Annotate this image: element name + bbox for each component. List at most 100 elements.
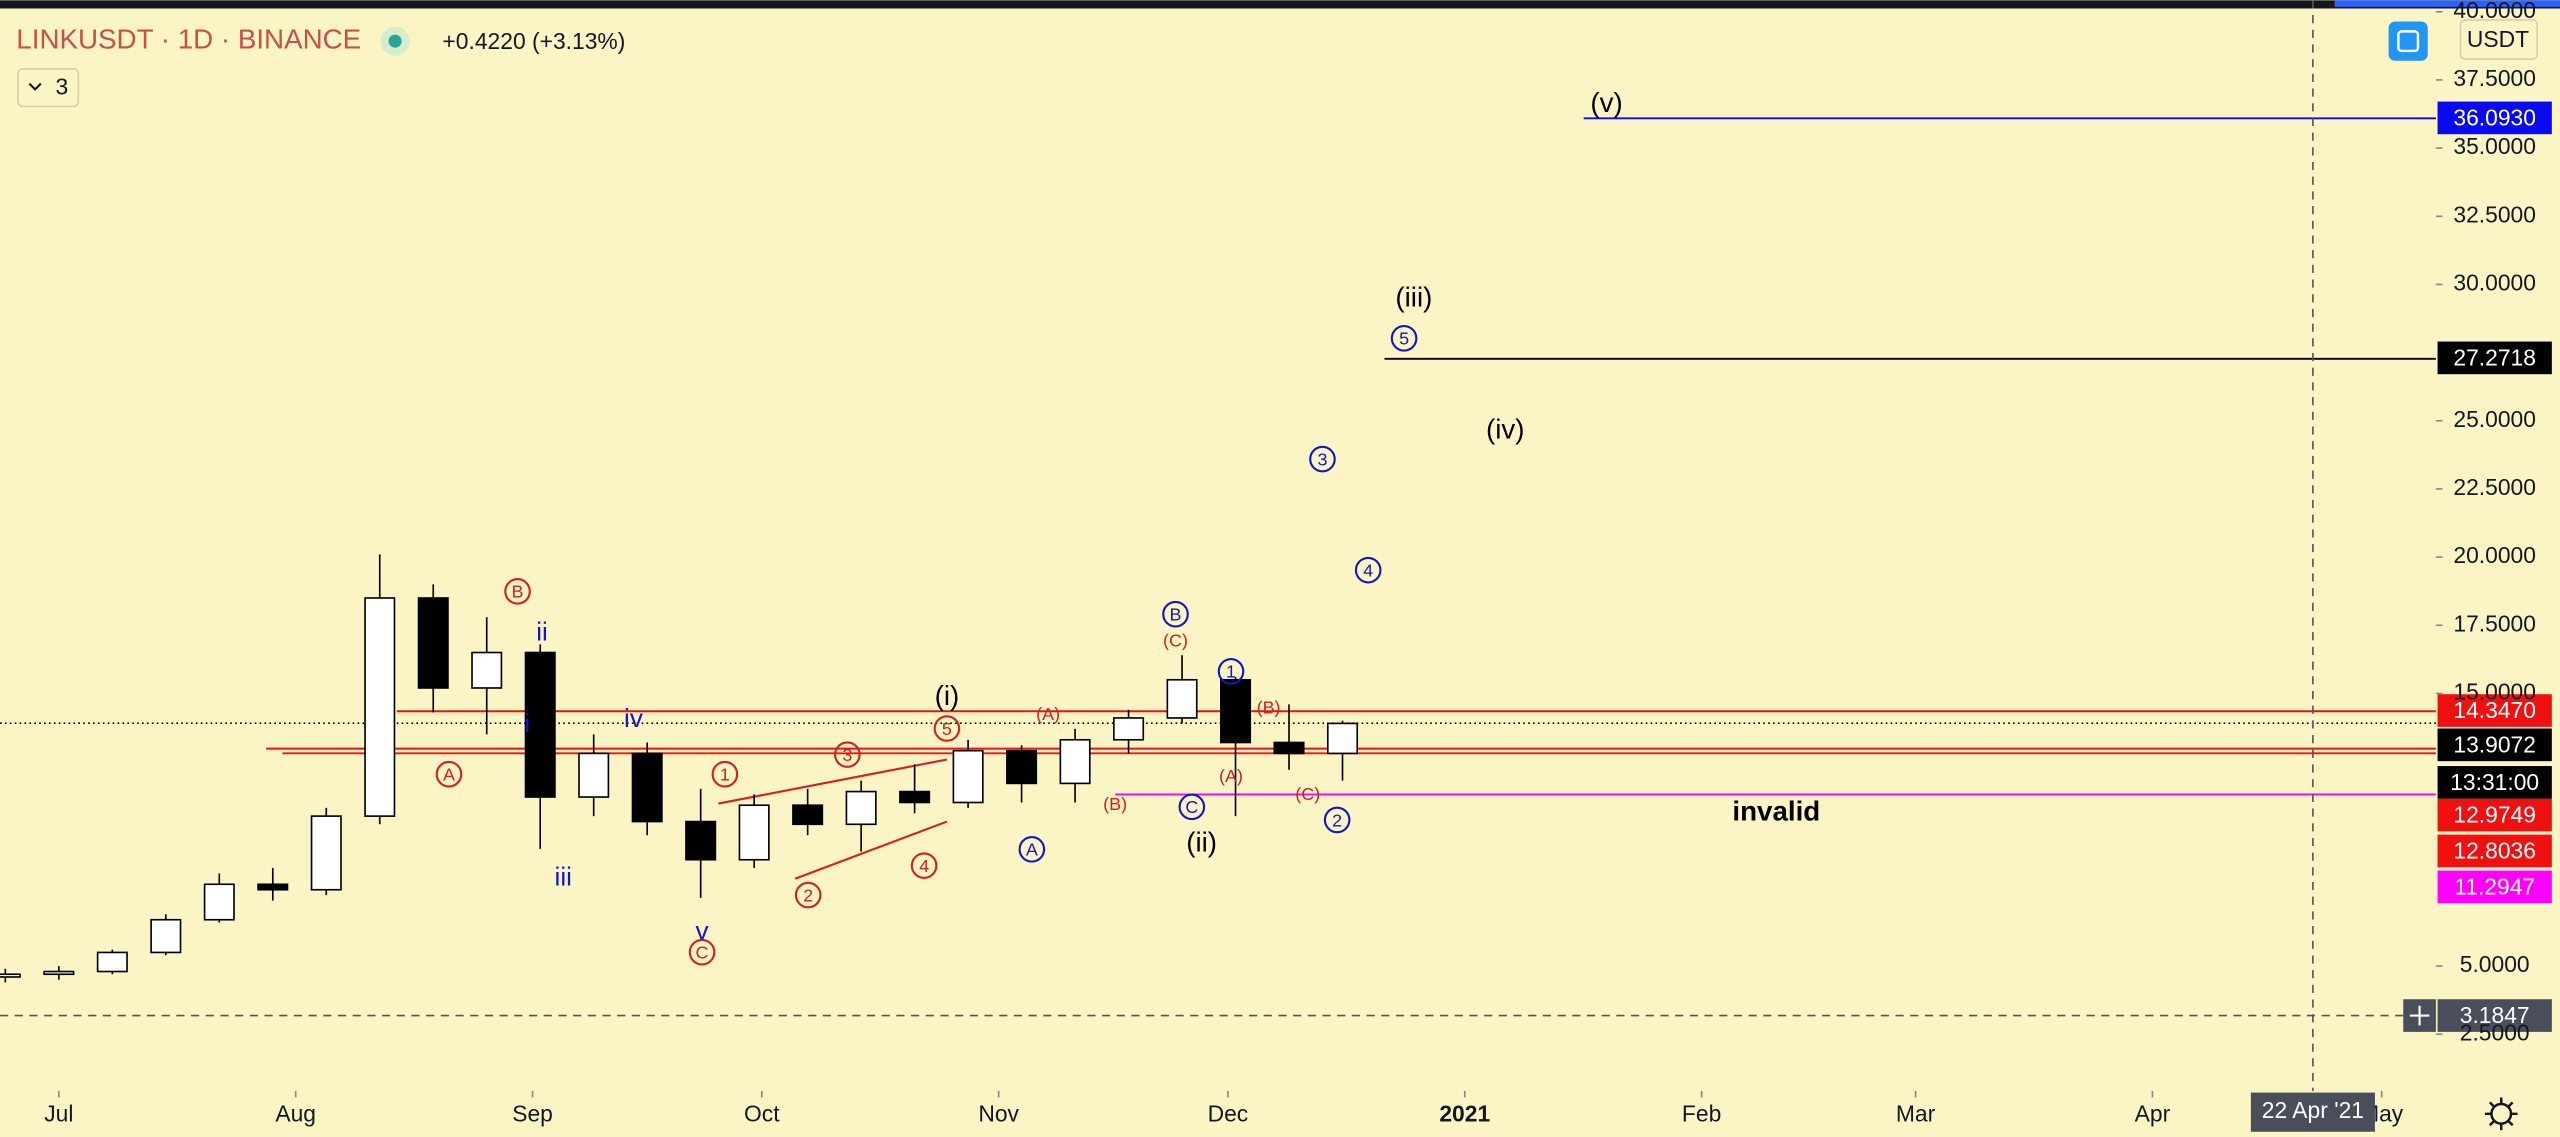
y-tick-label: 25.0000: [2453, 406, 2536, 432]
wave-label: (C): [1163, 631, 1188, 651]
price-label: 12.9749: [2453, 802, 2536, 828]
status-dot: [388, 34, 402, 48]
candle-body: [578, 752, 610, 798]
price-label-box: [2437, 870, 2552, 904]
wave-circle: [435, 760, 463, 788]
y-tick-label: 37.5000: [2453, 65, 2536, 91]
countdown-box: [2437, 766, 2552, 799]
wave-label-circled: 4: [919, 856, 929, 876]
wave-label: ii: [536, 617, 548, 647]
x-tick-label: Aug: [275, 1100, 316, 1126]
wave-circle: [1217, 658, 1245, 685]
fullscreen-button[interactable]: [2388, 21, 2428, 61]
crosshair-x-label: 22 Apr '21: [2262, 1097, 2364, 1123]
y-tick-label: 2.5000: [2460, 1019, 2530, 1045]
candle-body: [417, 597, 449, 689]
wave-label-circled: 2: [803, 885, 813, 905]
price-label: 11.2947: [2454, 874, 2535, 900]
wave-circle: [504, 578, 531, 605]
x-tick-label: Sep: [512, 1100, 553, 1126]
candle-body: [1113, 717, 1145, 741]
symbol-title: LINKUSDT · 1D · BINANCE: [16, 23, 361, 54]
wave-label: (B): [1257, 698, 1281, 718]
y-tick-label: 30.0000: [2453, 269, 2536, 295]
wave-circle: [1162, 600, 1189, 628]
price-label-box: [2437, 101, 2552, 135]
wave-label: (i): [935, 680, 960, 711]
wave-label-circled: 5: [942, 719, 952, 739]
wave-label-circled: 1: [1226, 662, 1236, 682]
trendline: [718, 758, 948, 805]
fullscreen-icon: [2397, 30, 2420, 53]
x-tick-label: Nov: [978, 1100, 1019, 1126]
wave-circle: [1018, 836, 1046, 863]
x-tick-label: Mar: [1896, 1100, 1936, 1126]
candle-body: [257, 883, 289, 891]
crosshair-x-box: [2250, 1092, 2375, 1132]
wave-label-circled: 3: [1317, 449, 1327, 469]
candle-body: [96, 951, 128, 973]
countdown: 13:31:00: [2450, 769, 2539, 795]
wave-label-circled: C: [696, 943, 709, 963]
candle-body: [1273, 741, 1305, 755]
price-label-box: [2437, 728, 2552, 762]
wave-label-circled: B: [512, 582, 524, 602]
wave-label-circled: A: [443, 765, 455, 785]
wave-label-circled: C: [1185, 797, 1198, 817]
collapse-button[interactable]: [17, 68, 80, 108]
candle-body: [1220, 678, 1252, 744]
crosshair-y-box: [2437, 999, 2552, 1032]
price-label: 14.3470: [2453, 697, 2536, 723]
crosshair-plus: [2409, 1005, 2430, 1026]
price-change: +0.4220 (+3.13%): [442, 28, 625, 54]
axis-layer: 36.0930 27.2718 14.3470 13.9072 12.9749 12.80…: [44, 0, 2552, 1132]
wave-label-circled: A: [1026, 840, 1038, 860]
currency-button[interactable]: [2459, 19, 2538, 60]
wave-label-circled: 5: [1399, 329, 1409, 349]
wave-label: v: [696, 915, 709, 945]
candle-body: [471, 651, 503, 689]
candle-body: [738, 804, 770, 861]
candle-body: [685, 820, 717, 861]
wave-circle: [711, 760, 739, 788]
price-label-box: [2437, 694, 2552, 727]
wave-label: (v): [1590, 87, 1622, 118]
candle-body: [631, 752, 663, 823]
top-strip-accent: [2334, 0, 2560, 7]
price-label-box: [2437, 834, 2552, 868]
wave-circle: [1390, 324, 1418, 352]
candle-body: [952, 749, 984, 804]
wave-circle: [933, 715, 961, 742]
wave-label: iii: [555, 862, 572, 892]
wave-circle: [1323, 806, 1351, 834]
wave-circle: [1354, 556, 1382, 584]
wave-circle: [1309, 445, 1336, 473]
wave-label: (iv): [1486, 414, 1525, 445]
y-tick-label: 35.0000: [2453, 133, 2536, 159]
wave-label: invalid: [1732, 796, 1820, 827]
y-tick-label: 32.5000: [2453, 201, 2536, 227]
wave-circle: [834, 741, 861, 768]
indicator-count: 3: [56, 74, 69, 100]
wave-circle: [688, 938, 716, 966]
currency-label: USDT: [2467, 26, 2529, 52]
price-label: 36.0930: [2453, 105, 2536, 131]
x-tick-label: Apr: [2135, 1100, 2171, 1126]
chevron-icon: [28, 82, 42, 91]
y-tick-label: 40.0000: [2453, 0, 2536, 23]
x-tick-label: 2021: [1439, 1100, 1490, 1126]
candle-body: [43, 970, 75, 976]
candle-body: [1006, 749, 1038, 785]
wave-label: (A): [1036, 704, 1060, 724]
wave-label: i: [524, 708, 530, 738]
trendline: [794, 820, 948, 880]
candle-body: [1166, 678, 1198, 719]
wave-label-circled: 3: [842, 745, 852, 765]
y-tick-label: 22.5000: [2453, 474, 2536, 500]
wave-label: (A): [1219, 766, 1243, 786]
x-tick-label: Dec: [1208, 1100, 1249, 1126]
candle-body: [310, 815, 342, 891]
candle-body: [364, 597, 396, 817]
